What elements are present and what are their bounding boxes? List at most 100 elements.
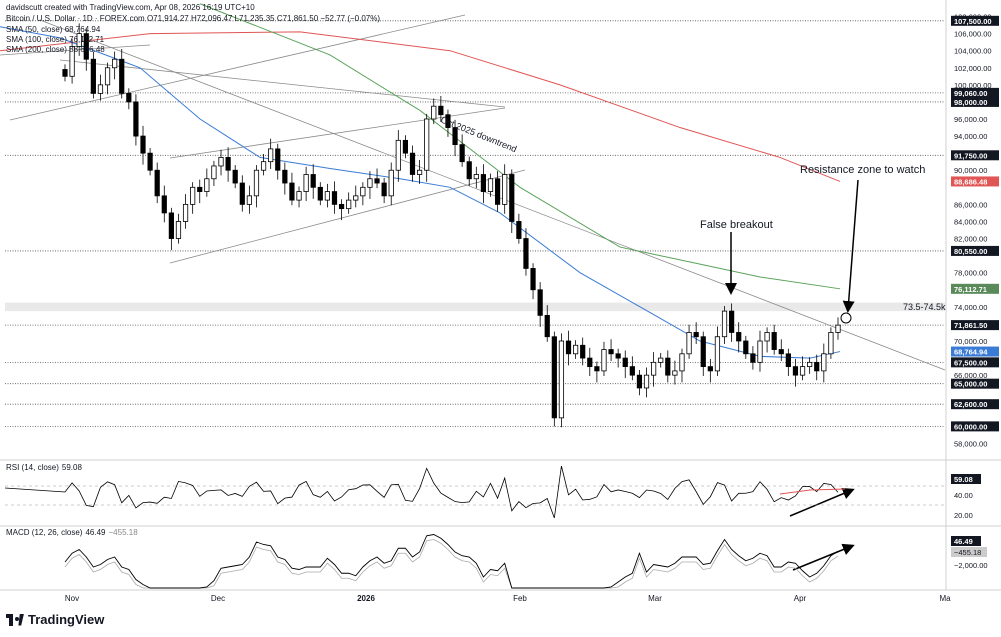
rsi-badge-label: 59.08 (954, 475, 973, 484)
moving-averages (0, 3, 841, 359)
macd-signal-badge (951, 547, 987, 557)
candle-body (544, 314, 550, 338)
rsi-arrow (789, 487, 855, 517)
candle-body (431, 105, 437, 120)
candle-body (168, 212, 174, 239)
candle-body (565, 340, 572, 355)
candle-body (438, 105, 444, 116)
candle-body (112, 58, 118, 69)
candle-body (686, 332, 692, 355)
annotation-false-breakout: False breakout (700, 219, 773, 231)
price-level-badge (951, 357, 999, 368)
candle-body (324, 191, 330, 201)
candle-body (331, 191, 338, 205)
price-level-badge (951, 399, 999, 410)
time-tick-label: Mar (648, 594, 662, 603)
candle-body (282, 169, 288, 184)
candle-body (537, 289, 543, 316)
brand-text: TradingView (28, 612, 105, 627)
rsi-pane (4, 465, 945, 519)
candle-body (764, 332, 770, 342)
macd-tick-label: −2,000.00 (954, 561, 988, 570)
candle-body (360, 186, 366, 197)
candle-body (275, 148, 281, 171)
candle-body (161, 195, 167, 214)
price-level-badge (951, 245, 999, 256)
price-level-badge (951, 378, 999, 389)
candle-body (799, 366, 806, 376)
candle-body (736, 332, 742, 342)
macd-signal-badge-label: −455.18 (954, 548, 981, 557)
macd-pane (64, 534, 839, 589)
price-tick-label: 66,000.00 (954, 371, 987, 380)
candle-body (743, 340, 749, 355)
macd-signal-line (64, 539, 839, 589)
candle-body (828, 332, 834, 355)
price-level-label: 91,750.00 (954, 151, 987, 160)
price-level-badge (951, 96, 999, 107)
candle-body (601, 349, 607, 372)
candle-body (750, 353, 756, 363)
candle-body (629, 366, 635, 376)
candle-body (239, 182, 245, 205)
candle-body (679, 353, 685, 372)
price-level-badge (951, 346, 999, 357)
header-sma50[interactable]: SMA (50, close) 68,764.94 (6, 25, 101, 34)
price-tick-label: 90,000.00 (954, 166, 987, 175)
price-level-label: 98,000.00 (954, 98, 987, 107)
candle-body (509, 174, 515, 222)
price-axis: 108,000.00106,000.00104,000.00102,000.00… (951, 13, 999, 570)
candle-body (260, 161, 267, 171)
candle-body (317, 186, 323, 201)
candle-body (402, 139, 409, 154)
candle-body (665, 357, 671, 376)
candle-body (651, 361, 657, 376)
candle-body (835, 324, 841, 333)
time-tick-label: Ma (939, 594, 951, 603)
price-tick-label: 96,000.00 (954, 115, 987, 124)
candle-body (268, 148, 274, 163)
resistance-zone (5, 302, 945, 312)
gridlines (0, 0, 1001, 591)
price-level-label: 60,000.00 (954, 422, 987, 431)
candle-body (367, 178, 373, 188)
rsi-tick-label: 40.00 (954, 491, 973, 500)
price-tick-label: 58,000.00 (954, 439, 987, 448)
candle-body (374, 178, 380, 184)
candle-body (197, 186, 203, 192)
candle-body (729, 310, 735, 333)
trendline (169, 169, 526, 264)
candle-body (154, 169, 160, 197)
candle-body (615, 353, 621, 359)
candle-body (452, 127, 458, 146)
price-tick-label: 86,000.00 (954, 200, 987, 209)
candle-body (62, 69, 68, 77)
candle-body (424, 118, 430, 171)
candle-body (388, 169, 394, 197)
candle-body (459, 144, 465, 163)
candle-body (721, 310, 728, 338)
price-tick-label: 82,000.00 (954, 235, 987, 244)
candle-body (523, 238, 529, 269)
candle-body (296, 191, 302, 201)
candle-body (147, 152, 153, 171)
horizontal-levels (5, 20, 945, 427)
candles (62, 23, 841, 428)
price-tick-label: 74,000.00 (954, 303, 987, 312)
header-sma200[interactable]: SMA (200, close) 88,686.48 (6, 45, 105, 54)
candle-body (211, 165, 217, 180)
macd-arrow (792, 543, 855, 571)
candle-body (757, 340, 763, 363)
candle-body (204, 178, 210, 192)
time-axis: Nov Dec 2026 Feb Mar Apr Ma (65, 594, 951, 603)
macd-badge-label: 46.49 (954, 537, 973, 546)
price-level-label: 62,600.00 (954, 400, 987, 409)
price-level-badge (951, 283, 999, 294)
header-sma100[interactable]: SMA (100, close) 76,112.71 (6, 35, 105, 44)
candle-body (303, 174, 309, 192)
rsi-tick-label: 20.00 (954, 511, 973, 520)
candle-body (573, 344, 579, 355)
annotation-resistance: Resistance zone to watch (800, 164, 925, 176)
candle-body (814, 361, 820, 372)
price-level-label: 107,500.00 (954, 17, 992, 26)
